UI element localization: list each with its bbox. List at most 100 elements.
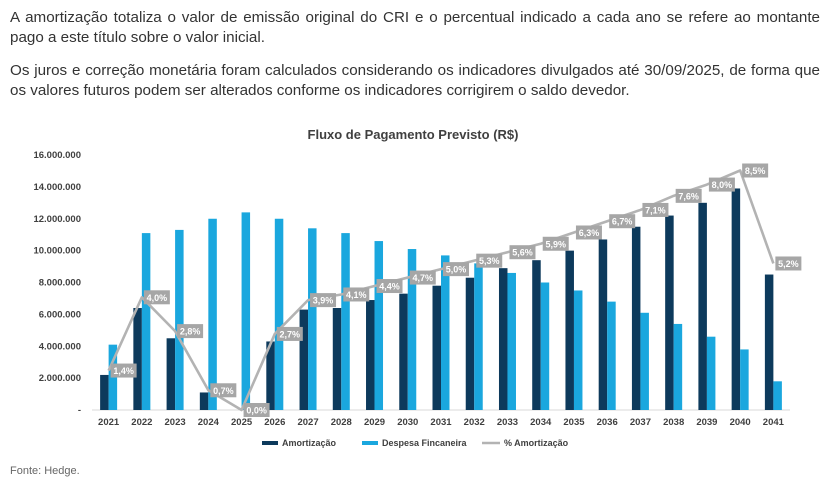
percent-data-label: 6,3% [575, 225, 602, 240]
percent-data-label: 1,4% [110, 363, 137, 378]
legend-swatch [262, 441, 278, 445]
bar-amortizacao [266, 341, 275, 410]
percent-label-box [110, 363, 137, 378]
bar-amortizacao [631, 226, 641, 410]
payment-flow-chart: Fluxo de Pagamento Previsto (R$) - 2.000.… [33, 127, 802, 448]
bar-despesa-financeira [607, 301, 616, 410]
bar-amortizacao [199, 392, 209, 410]
x-tick-label: 2040 [730, 417, 751, 428]
x-tick-label: 2034 [530, 417, 552, 428]
percent-label-text: 5,9% [545, 239, 566, 249]
x-tick-label: 2021 [98, 417, 120, 428]
bar-amortizacao [764, 274, 774, 410]
percent-data-label: 0,7% [210, 383, 237, 398]
percent-label-box [177, 324, 204, 339]
bar-despesa-financeira [208, 218, 217, 410]
percent-label-text: 7,1% [645, 205, 666, 215]
percent-label-text: 6,3% [579, 228, 600, 238]
bar-series [100, 188, 782, 410]
x-tick-label: 2027 [297, 417, 318, 428]
percent-label-text: 5,2% [778, 259, 799, 269]
percent-label-box [509, 245, 536, 260]
x-tick-label: 2028 [331, 417, 352, 428]
bar-despesa-financeira [141, 233, 151, 410]
bar-amortizacao [100, 374, 109, 410]
percent-data-label: 4,4% [376, 279, 403, 294]
bar-despesa-financeira [341, 233, 350, 410]
bar-amortizacao [532, 260, 541, 410]
bar-despesa-financeira [740, 349, 749, 410]
bar-despesa-financeira [640, 312, 649, 410]
percent-label-text: 5,6% [512, 248, 533, 258]
bar-despesa-financeira [175, 229, 184, 410]
percent-label-box [575, 225, 602, 240]
percent-data-label: 5,0% [443, 262, 469, 277]
x-tick-label: 2023 [165, 417, 186, 428]
percent-data-label: 7,1% [642, 202, 669, 217]
percent-data-label: 2,8% [177, 324, 204, 339]
percent-data-label: 5,9% [542, 236, 569, 251]
legend-despesa-financeira: Despesa Fincaneira [362, 438, 468, 448]
y-tick-label: 6.000.000 [39, 309, 81, 320]
x-tick-label: 2039 [696, 417, 717, 428]
percent-label-box [443, 262, 469, 277]
y-tick-label: 14.000.000 [33, 182, 81, 193]
legend-percent-amortizacao: % Amortização [482, 438, 569, 448]
y-tick-label: - [78, 405, 81, 416]
x-tick-label: 2031 [430, 417, 452, 428]
bar-amortizacao [565, 250, 574, 410]
x-tick-label: 2033 [497, 417, 518, 428]
percent-label-box [642, 202, 669, 217]
x-tick-label: 2032 [464, 417, 485, 428]
bar-amortizacao [299, 309, 309, 410]
percent-label-text: 2,7% [280, 329, 301, 339]
percent-label-box [276, 326, 303, 341]
bar-despesa-financeira [474, 263, 483, 410]
percent-label-text: 3,9% [313, 296, 334, 306]
y-tick-label: 8.000.000 [39, 278, 81, 289]
bar-despesa-financeira [507, 272, 516, 410]
percent-line-series: 1,4% 4,0% 2,8% 0,7% 0,0% 2,7% 3,9% 4,1% 4,4% 4,7%… [107, 163, 802, 417]
bar-despesa-financeira [374, 241, 384, 410]
percent-label-box [243, 403, 270, 417]
percent-label-text: 7,6% [678, 191, 699, 201]
bar-amortizacao [498, 268, 508, 410]
bar-amortizacao [698, 202, 707, 410]
percent-data-label: 8,0% [708, 177, 735, 192]
bar-despesa-financeira [540, 282, 550, 410]
intro-paragraph-2: Os juros e correção monetária foram calc… [10, 62, 820, 99]
bar-despesa-financeira [773, 381, 782, 410]
percent-label-text: 5,3% [479, 256, 500, 266]
percent-data-label: 5,3% [476, 253, 503, 268]
chart-legend: Amortização Despesa Fincaneira % Amortizaç… [262, 438, 569, 448]
bar-despesa-financeira [673, 323, 683, 410]
percent-label-text: 1,4% [113, 366, 134, 376]
x-tick-label: 2035 [563, 417, 585, 428]
percent-label-text: 6,7% [612, 217, 633, 227]
percent-label-text: 2,8% [180, 327, 201, 337]
source-note: Fonte: Hedge. [10, 465, 80, 477]
intro-paragraph-1: A amortização totaliza o valor de emissã… [10, 9, 820, 46]
legend-amortizacao: Amortização [262, 438, 337, 448]
bar-despesa-financeira [274, 218, 284, 410]
percent-label-box [343, 287, 370, 302]
bar-amortizacao [598, 239, 608, 410]
chart-title: Fluxo de Pagamento Previsto (R$) [308, 127, 519, 142]
legend-label: Amortização [282, 438, 337, 448]
x-tick-label: 2024 [198, 417, 220, 428]
percent-label-box [609, 214, 636, 229]
percent-label-box [409, 270, 436, 285]
legend-label: % Amortização [504, 438, 569, 448]
bar-despesa-financeira [308, 228, 317, 410]
x-axis: 2021 2022 2023 2024 2025 2026 2027 2028 2029 2030… [92, 409, 790, 428]
percent-label-text: 5,0% [446, 265, 467, 275]
percent-label-box [708, 177, 735, 192]
x-tick-label: 2026 [264, 417, 285, 428]
bar-amortizacao [399, 293, 408, 410]
bar-despesa-financeira [706, 336, 716, 410]
percent-label-box [542, 236, 569, 251]
x-tick-label: 2041 [763, 417, 785, 428]
bar-amortizacao [366, 300, 375, 410]
percent-label-box [143, 290, 170, 305]
percent-label-box [675, 188, 702, 203]
